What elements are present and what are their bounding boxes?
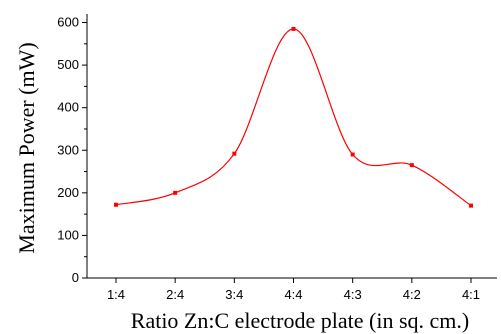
x-tick-label: 2:4 xyxy=(166,287,184,302)
data-points xyxy=(114,26,473,208)
x-ticks: 1:4 2:4 3:4 4:4 4:3 4:2 4:1 xyxy=(107,278,480,302)
y-tick-label: 600 xyxy=(57,15,79,30)
x-tick-label: 4:3 xyxy=(344,287,362,302)
data-point xyxy=(469,203,473,208)
y-tick-label: 200 xyxy=(57,185,79,200)
x-axis-title: Ratio Zn:C electrode plate (in sq. cm.) xyxy=(131,308,469,333)
axes xyxy=(86,14,497,279)
x-tick-label: 1:4 xyxy=(107,287,125,302)
x-tick-label: 4:4 xyxy=(284,287,302,302)
y-tick-label: 400 xyxy=(57,100,79,115)
data-point xyxy=(173,190,178,195)
y-tick-label: 500 xyxy=(57,57,79,72)
x-tick-label: 4:1 xyxy=(462,287,480,302)
y-tick-label: 0 xyxy=(72,270,79,285)
data-point xyxy=(114,202,118,207)
series-line xyxy=(115,28,472,207)
y-axis-title: Maximum Power (mW) xyxy=(14,42,39,253)
data-point xyxy=(409,163,414,168)
data-point xyxy=(232,151,237,156)
y-tick-label: 300 xyxy=(57,142,79,157)
y-ticks: 0 100 200 300 400 500 600 xyxy=(57,15,87,285)
data-point xyxy=(291,26,296,31)
data-point xyxy=(350,152,355,157)
x-tick-label: 4:2 xyxy=(403,287,421,302)
y-tick-label: 100 xyxy=(57,227,79,242)
x-tick-label: 3:4 xyxy=(225,287,243,302)
